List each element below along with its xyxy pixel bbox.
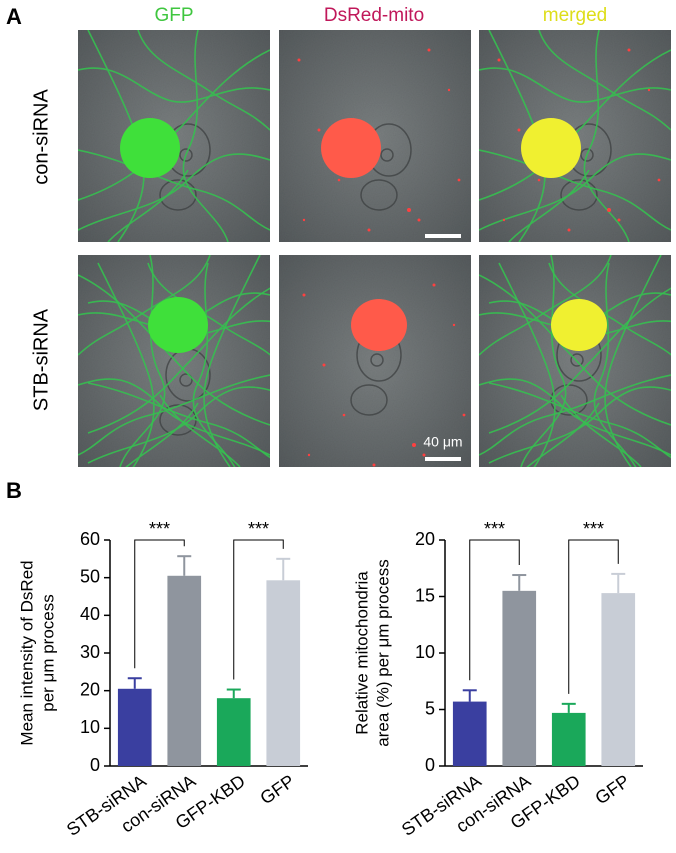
significance-label: *** xyxy=(484,519,505,539)
y-tick-label: 50 xyxy=(80,566,100,586)
y-tick-label: 30 xyxy=(80,642,100,662)
micrograph xyxy=(479,30,671,242)
y-axis-label: area (%) per μm process xyxy=(373,559,392,746)
scale-bar-label: 40 μm xyxy=(423,434,462,450)
significance-label: *** xyxy=(248,519,269,539)
micrograph xyxy=(78,30,270,242)
significance-label: *** xyxy=(149,519,170,539)
y-tick-label: 40 xyxy=(80,604,100,624)
micrograph xyxy=(78,255,270,467)
bar xyxy=(551,712,586,766)
significance-bracket xyxy=(134,539,185,669)
y-tick-label: 10 xyxy=(80,717,100,737)
y-tick-label: 0 xyxy=(425,755,435,775)
panel-label: B xyxy=(6,478,22,503)
micrograph xyxy=(479,255,671,467)
micrograph: 40 μm xyxy=(279,255,471,467)
significance-bracket xyxy=(233,539,284,680)
column-header: merged xyxy=(543,5,607,26)
significance-label: *** xyxy=(583,519,604,539)
significance-bracket xyxy=(469,539,520,681)
bar xyxy=(601,593,636,766)
row-label: con-siRNA xyxy=(30,89,52,185)
y-axis-label: per μm process xyxy=(38,594,57,712)
column-header: DsRed-mito xyxy=(324,5,424,26)
y-tick-label: 0 xyxy=(90,755,100,775)
y-tick-label: 20 xyxy=(415,529,435,549)
micrograph xyxy=(279,30,471,242)
bar xyxy=(502,590,537,766)
y-tick-label: 5 xyxy=(425,698,435,718)
bar xyxy=(167,575,202,766)
x-tick-label: GFP xyxy=(591,771,633,809)
y-axis-label: Mean intensity of DsRed xyxy=(17,560,36,745)
y-axis-label: Relative mitochondria xyxy=(352,571,371,735)
row-label: STB-siRNA xyxy=(30,308,52,411)
column-header: GFP xyxy=(154,5,193,26)
bar xyxy=(216,698,251,766)
y-tick-label: 15 xyxy=(415,585,435,605)
y-tick-label: 60 xyxy=(80,529,100,549)
bar xyxy=(452,701,487,766)
bar xyxy=(266,580,301,766)
y-tick-label: 20 xyxy=(80,679,100,699)
significance-bracket xyxy=(568,539,619,694)
x-tick-label: GFP xyxy=(256,771,298,809)
y-tick-label: 10 xyxy=(415,642,435,662)
bar xyxy=(117,688,152,766)
panel-label: A xyxy=(6,4,22,29)
